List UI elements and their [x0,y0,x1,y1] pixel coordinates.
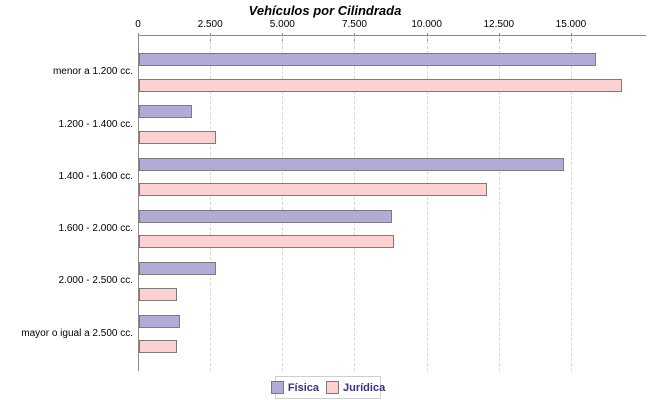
category-label-1: 1.200 - 1.400 cc. [58,118,134,130]
juridica-swatch-icon [326,381,339,394]
x-tick-label-6: 15.000 [555,19,587,30]
x-tick-label-1: 2.500 [197,19,223,30]
legend-label-fisica: Física [287,381,319,394]
bar-fisica-5 [139,314,180,328]
bar-fisica-4 [139,262,217,276]
gridline-5.000 [282,36,284,371]
category-label-2: 1.400 - 1.600 cc. [58,170,134,182]
gridline-12.500 [498,36,500,371]
bar-juridica-1 [139,130,217,144]
legend-label-juridica: Jurídica [343,381,386,394]
legend: Física Jurídica [270,376,385,399]
legend-item-juridica: Jurídica [326,381,385,394]
gridline-2.500 [210,36,212,371]
category-label-5: mayor o igual a 2.500 cc. [21,327,133,339]
category-label-3: 1.600 - 2.000 cc. [58,223,134,235]
bar-fisica-0 [139,53,596,66]
plot-area [138,35,646,371]
gridline-15.000 [570,36,572,371]
gridline-7.500 [354,36,356,371]
bar-juridica-4 [139,287,178,301]
bar-fisica-1 [139,105,192,119]
fisica-swatch-icon [270,381,284,394]
x-axis-line [138,35,646,36]
bar-fisica-2 [139,157,564,171]
bar-juridica-2 [139,183,488,197]
category-label-4: 2.000 - 2.500 cc. [58,275,134,287]
legend-item-fisica: Física [270,381,319,394]
x-tick-label-0: 0 [135,19,141,30]
bar-fisica-3 [139,209,393,223]
bar-juridica-0 [139,78,622,92]
chart-title: Vehículos por Cilindrada [248,3,402,18]
y-axis-line [138,35,139,371]
x-tick-label-2: 5.000 [269,19,295,30]
bar-juridica-5 [139,340,178,353]
x-tick-label-5: 12.500 [483,19,515,30]
bar-juridica-3 [139,235,394,249]
x-tick-label-3: 7.500 [341,19,367,30]
x-tick-label-4: 10.000 [411,19,442,30]
category-label-0: menor a 1.200 cc. [52,66,133,78]
gridline-10.000 [426,36,428,371]
